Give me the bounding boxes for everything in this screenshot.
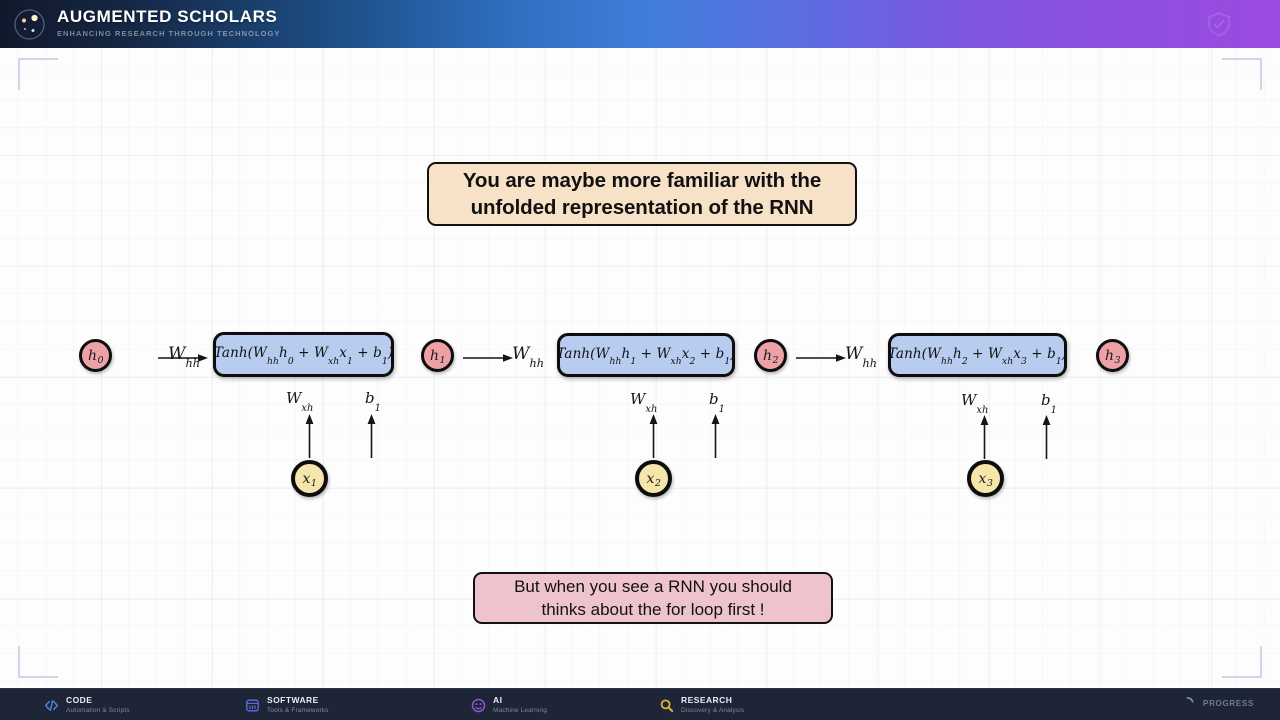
node-h3-label: h3 <box>1104 347 1121 366</box>
arrow-x1-to-cell1 <box>304 414 315 458</box>
arrow-x3-to-cell3 <box>979 415 990 459</box>
label-wxh-1: Wxh <box>286 389 314 414</box>
status-item-code[interactable]: CODE Automation & Scripts <box>44 693 130 717</box>
label-wxh-3: Wxh <box>961 391 989 416</box>
rnn-cell-3: Tanh(Whhh2 + Wxhx3 + b1) <box>888 333 1067 377</box>
status-item-code-subtitle: Automation & Scripts <box>66 707 130 714</box>
node-h0: h0 <box>79 339 112 372</box>
callout-top: You are maybe more familiar with the unf… <box>427 162 857 226</box>
status-item-ai-title: AI <box>493 695 503 705</box>
label-b1-3: b1 <box>1041 391 1057 416</box>
status-bar: CODE Automation & Scripts SOFTWARE Tools… <box>0 688 1280 720</box>
constellation-circle-icon <box>13 8 46 41</box>
node-x2-label: x2 <box>646 470 661 489</box>
magnifier-icon <box>659 698 674 713</box>
arrow-b1-to-cell3 <box>1041 415 1052 459</box>
node-x3-label: x3 <box>978 470 993 489</box>
shield-watermark-icon <box>1206 11 1232 37</box>
corner-bracket-top-left <box>18 58 60 92</box>
status-item-software[interactable]: SOFTWARE Tools & Frameworks <box>245 693 329 717</box>
arrow-b1-to-cell1 <box>366 414 377 458</box>
node-h1-label: h1 <box>429 347 446 366</box>
rnn-cell-1-formula: Tanh(Whhh0 + Wxhx1 + b1) <box>213 345 394 367</box>
node-h2: h2 <box>754 339 787 372</box>
corner-bracket-bottom-right <box>1220 644 1262 678</box>
corner-bracket-top-right <box>1220 58 1262 92</box>
spinner-icon <box>1180 696 1195 711</box>
node-h1: h1 <box>421 339 454 372</box>
slide-canvas: You are maybe more familiar with the unf… <box>0 48 1280 688</box>
node-x1-label: x1 <box>302 470 317 489</box>
label-wxh-2: Wxh <box>630 390 658 415</box>
status-item-software-title: SOFTWARE <box>267 695 319 705</box>
window-app-icon <box>245 698 260 713</box>
callout-bottom-line1: But when you see a RNN you should <box>514 577 792 596</box>
callout-bottom: But when you see a RNN you should thinks… <box>473 572 833 624</box>
status-item-ai[interactable]: AI Machine Learning <box>471 693 547 717</box>
ai-face-icon <box>471 698 486 713</box>
status-item-research-title: RESEARCH <box>681 695 733 705</box>
arrow-h0-to-cell1 <box>158 350 208 362</box>
node-h3: h3 <box>1096 339 1129 372</box>
arrow-b1-to-cell2 <box>710 414 721 458</box>
callout-top-line2: unfolded representation of the RNN <box>470 196 814 219</box>
status-item-research-subtitle: Discovery & Analysis <box>681 707 745 714</box>
app-subtitle: ENHANCING RESEARCH THROUGH TECHNOLOGY <box>57 29 281 38</box>
rnn-cell-3-formula: Tanh(Whhh2 + Wxhx3 + b1) <box>887 345 1068 368</box>
progress-label: PROGRESS <box>1203 699 1254 708</box>
label-whh-2: Whh <box>512 344 544 370</box>
arrow-x2-to-cell2 <box>648 414 659 458</box>
rnn-cell-2-formula: Tanh(Whhh1 + Wxhx2 + b1) <box>556 345 736 368</box>
arrow-h1-to-cell2 <box>463 350 513 362</box>
label-b1-2: b1 <box>709 390 725 415</box>
arrow-h2-to-cell3 <box>796 350 846 362</box>
rnn-cell-1: Tanh(Whhh0 + Wxhx1 + b1) <box>213 332 394 377</box>
node-h2-label: h2 <box>762 347 779 366</box>
status-item-software-subtitle: Tools & Frameworks <box>267 707 329 714</box>
app-title: AUGMENTED SCHOLARS <box>57 7 278 26</box>
progress-indicator: PROGRESS <box>1180 696 1254 711</box>
callout-bottom-line2: thinks about the for loop first ! <box>541 600 765 619</box>
rnn-cell-2: Tanh(Whhh1 + Wxhx2 + b1) <box>556 333 736 377</box>
node-x1: x1 <box>291 460 328 497</box>
callout-top-line1: You are maybe more familiar with the <box>462 169 822 192</box>
corner-bracket-bottom-left <box>18 644 60 678</box>
app-header: AUGMENTED SCHOLARS ENHANCING RESEARCH TH… <box>0 0 1280 48</box>
label-whh-3: Whh <box>845 344 877 370</box>
node-h0-label: h0 <box>87 347 104 366</box>
label-b1-1: b1 <box>365 389 381 414</box>
status-item-code-title: CODE <box>66 695 93 705</box>
node-x2: x2 <box>635 460 672 497</box>
status-item-research[interactable]: RESEARCH Discovery & Analysis <box>659 693 744 717</box>
label-whh-1: Whh <box>168 344 200 370</box>
status-item-ai-subtitle: Machine Learning <box>493 707 548 714</box>
code-brackets-icon <box>44 698 59 713</box>
node-x3: x3 <box>967 460 1004 497</box>
header-text-block: AUGMENTED SCHOLARS ENHANCING RESEARCH TH… <box>57 7 280 39</box>
